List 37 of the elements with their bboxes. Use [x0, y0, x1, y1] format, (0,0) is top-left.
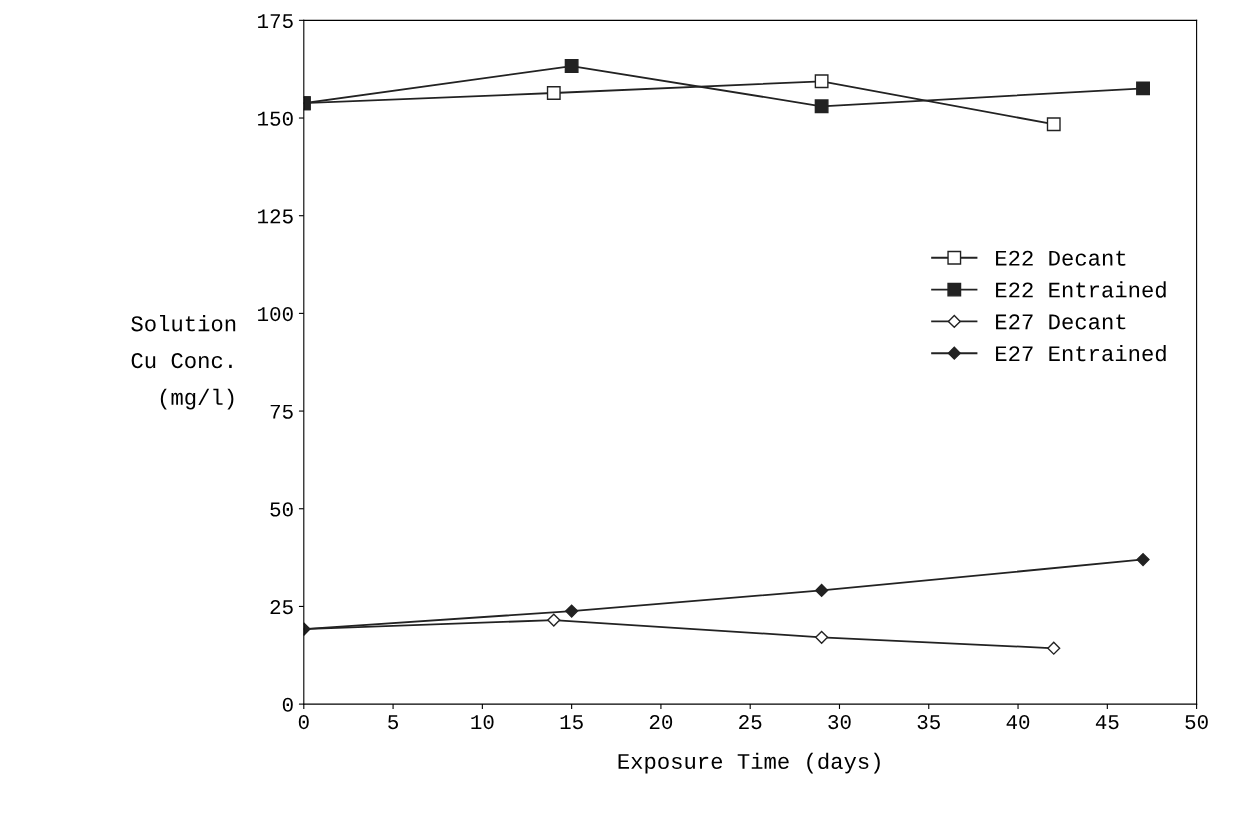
- point: [1136, 552, 1150, 567]
- point: [1136, 81, 1150, 96]
- x-tick-label: 10: [471, 714, 494, 730]
- x-tick-label: 20: [649, 714, 673, 730]
- point: [564, 59, 579, 74]
- y-tick-label: 75: [270, 404, 293, 419]
- y-tick-label: 125: [258, 209, 293, 224]
- point: [1047, 641, 1061, 655]
- point: [546, 86, 561, 100]
- x-tick-label: 30: [828, 714, 851, 730]
- x-tick-label: 35: [917, 714, 940, 730]
- y-tick-label: 25: [270, 600, 293, 615]
- point: [814, 74, 829, 89]
- x-tick-label: 40: [1006, 714, 1030, 730]
- y-tick-label: 100: [258, 307, 293, 322]
- legend-label: E22 Decant: [996, 250, 1126, 266]
- point: [814, 99, 829, 114]
- point: [815, 630, 829, 644]
- x-tick-label: 5: [388, 715, 399, 730]
- x-tick-label: 45: [1095, 715, 1119, 730]
- y-axis-title: Solution Cu Conc. (mg/l): [131, 315, 236, 410]
- point: [565, 604, 579, 618]
- y-tick-label: 150: [258, 111, 293, 126]
- x-tick-label: 0: [298, 714, 309, 730]
- legend-label: E22 Entrained: [996, 281, 1166, 298]
- point: [547, 613, 561, 627]
- x-tick-label: 50: [1185, 714, 1208, 730]
- point: [1046, 117, 1061, 132]
- x-tick-label: 15: [560, 715, 583, 730]
- x-tick-label: 25: [739, 714, 762, 730]
- legend-label: E27 Decant: [996, 314, 1126, 330]
- y-tick-label: 175: [258, 14, 293, 29]
- y-tick-label: 0: [282, 697, 293, 712]
- legend-label: E27 Entrained: [996, 344, 1166, 362]
- point: [815, 583, 829, 597]
- y-tick-label: 50: [270, 502, 293, 517]
- x-axis-title: Exposure Time (days): [618, 752, 880, 774]
